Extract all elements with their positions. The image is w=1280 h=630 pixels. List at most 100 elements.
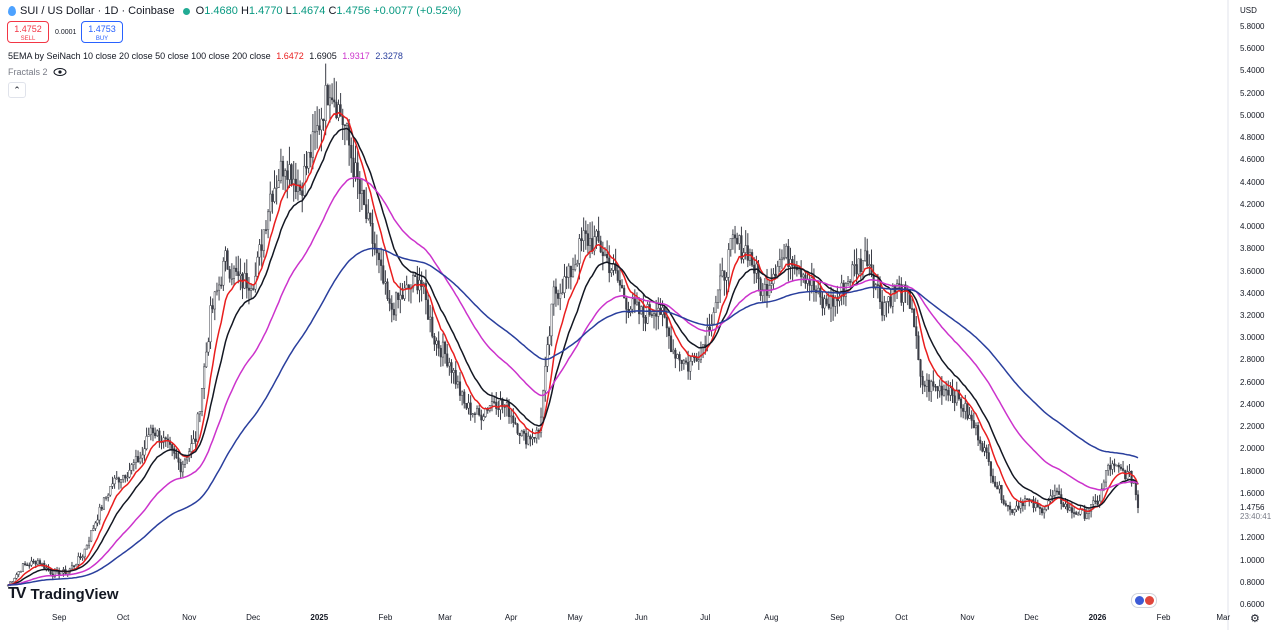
candle (439, 345, 442, 367)
candle (748, 248, 752, 266)
candle (156, 429, 159, 438)
symbol-title[interactable]: SUI / US Dollar · 1D · Coinbase (20, 5, 175, 17)
candle (616, 266, 619, 283)
sell-button[interactable]: 1.4752 SELL (7, 21, 49, 43)
eye-icon[interactable] (53, 67, 67, 77)
candle (1015, 500, 1018, 513)
candle (220, 276, 223, 289)
fractals-indicator[interactable]: Fractals 2 (8, 67, 67, 77)
sui-logo-icon (8, 6, 16, 16)
candle (936, 385, 939, 399)
candle (537, 428, 540, 440)
indicator-name: 5EMA by SeiNach 10 close 20 close 50 clo… (8, 51, 271, 61)
events-flag-icon[interactable] (1131, 593, 1157, 608)
candle (196, 412, 199, 443)
candle (1136, 490, 1140, 514)
candle (783, 243, 786, 261)
price-tick-label: 3.2000 (1240, 311, 1265, 320)
candle (620, 279, 624, 289)
candle (388, 290, 391, 312)
candle (467, 393, 470, 415)
candle (650, 312, 653, 318)
candle (987, 444, 990, 466)
candle (115, 471, 118, 480)
candle (557, 289, 560, 306)
candle (307, 151, 310, 174)
time-tick-label: Feb (378, 613, 393, 622)
candle (864, 237, 867, 262)
currency-label[interactable]: USD (1240, 6, 1257, 15)
candle (733, 225, 737, 254)
candle (821, 291, 824, 316)
candle (424, 269, 427, 315)
candle (476, 405, 479, 415)
candle (1124, 469, 1127, 481)
candle (186, 456, 189, 465)
ema10-value: 1.6472 (276, 51, 304, 61)
candle (680, 359, 683, 371)
candle (209, 296, 212, 349)
candle (394, 291, 398, 321)
candle (493, 396, 496, 405)
candle (913, 307, 916, 328)
time-tick-label: Sep (52, 613, 67, 622)
candle (800, 260, 803, 287)
candle (529, 434, 532, 447)
candle (693, 352, 696, 363)
candle (610, 268, 613, 277)
candle (1038, 504, 1041, 516)
candle (565, 266, 568, 290)
candle (1017, 502, 1020, 511)
candle (271, 190, 274, 214)
candle (682, 359, 685, 370)
candle (808, 273, 811, 301)
candle (576, 259, 579, 267)
candle (838, 292, 841, 307)
candle (1117, 462, 1120, 473)
candle (1107, 463, 1110, 476)
ohlc-readout: O1.4680 H1.4770 L1.4674 C1.4756 +0.0077 … (195, 5, 462, 17)
time-tick-label: Dec (246, 613, 261, 622)
candle (925, 373, 928, 398)
candle (932, 370, 935, 391)
candle (401, 283, 404, 300)
candle (554, 278, 557, 307)
candle (836, 285, 839, 314)
ema-indicator-legend[interactable]: 5EMA by SeiNach 10 close 20 close 50 clo… (8, 51, 406, 61)
candle (832, 288, 835, 321)
candle (173, 446, 176, 460)
candle (73, 564, 76, 570)
candle (870, 249, 873, 278)
candle (452, 367, 455, 384)
candle (407, 283, 410, 302)
candle (1011, 509, 1014, 515)
price-tick-label: 3.4000 (1240, 288, 1265, 298)
price-tick-label: 4.8000 (1240, 133, 1265, 143)
candle (548, 326, 551, 356)
candle (574, 254, 577, 272)
time-tick-label: 2025 (310, 613, 329, 622)
tradingview-logo[interactable]: TV TradingView (8, 585, 119, 603)
candle (1062, 501, 1065, 508)
gear-icon[interactable]: ⚙ (1250, 613, 1260, 625)
ema50-value: 1.9317 (342, 51, 370, 61)
candle (218, 276, 221, 301)
candle (646, 301, 649, 325)
candle (919, 358, 922, 388)
candle (851, 261, 854, 284)
candle (1002, 495, 1005, 506)
buy-button[interactable]: 1.4753 BUY (81, 21, 123, 43)
collapse-legend-button[interactable]: ⌃ (8, 82, 26, 98)
candle (326, 83, 329, 106)
candle (458, 372, 462, 402)
candle (593, 225, 596, 256)
candle (1075, 510, 1078, 515)
price-tick-label: 5.4000 (1240, 66, 1265, 76)
candle (429, 304, 432, 333)
candle (525, 427, 528, 449)
candle (959, 397, 963, 418)
candle (1034, 497, 1037, 512)
candle (211, 298, 214, 314)
candle (281, 155, 285, 190)
